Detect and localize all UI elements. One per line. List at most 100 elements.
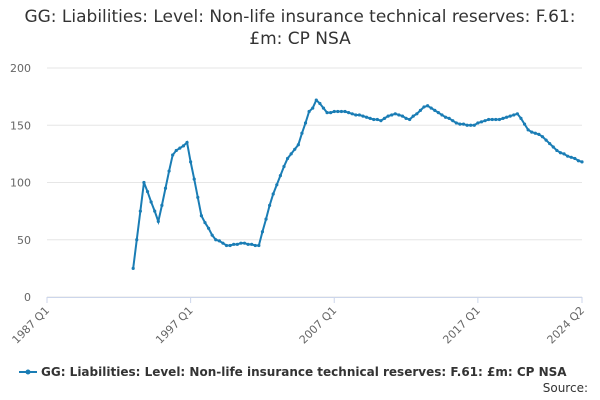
data-point — [476, 121, 480, 125]
y-tick-label: 0 — [24, 291, 31, 304]
data-point — [217, 239, 221, 243]
data-point — [576, 159, 581, 163]
data-point — [544, 138, 548, 142]
data-point — [537, 132, 541, 137]
data-point — [386, 114, 390, 118]
data-point — [278, 174, 282, 178]
data-point — [368, 116, 372, 120]
data-point — [361, 114, 365, 118]
data-point — [347, 111, 351, 115]
data-point — [257, 243, 261, 248]
data-point — [343, 109, 347, 114]
data-point — [203, 220, 207, 225]
data-point — [138, 209, 142, 213]
x-tick-label: 1997 Q1 — [153, 304, 196, 347]
data-point — [350, 112, 354, 116]
x-tick-label: 2007 Q1 — [297, 304, 340, 347]
data-point — [551, 145, 555, 149]
data-point — [400, 114, 405, 118]
data-point — [214, 238, 218, 242]
data-point — [260, 230, 265, 234]
data-point — [171, 153, 175, 157]
data-point — [228, 243, 232, 248]
data-point — [293, 147, 297, 151]
data-point — [192, 177, 196, 181]
data-point — [440, 113, 444, 117]
data-point — [504, 115, 509, 119]
data-point — [167, 169, 171, 173]
data-point — [433, 108, 437, 112]
data-point — [239, 241, 243, 245]
data-point — [307, 109, 311, 114]
data-point — [149, 200, 153, 204]
data-point — [408, 117, 412, 122]
data-point — [178, 146, 182, 150]
data-point — [329, 111, 333, 115]
chart-title: GG: Liabilities: Level: Non-life insuran… — [24, 7, 576, 49]
data-point — [458, 122, 462, 126]
data-point — [415, 112, 419, 116]
data-point — [224, 243, 229, 248]
data-point — [372, 117, 376, 122]
data-point — [515, 112, 519, 116]
data-point — [221, 241, 225, 245]
data-point — [189, 160, 193, 164]
data-point — [494, 117, 498, 122]
data-point — [461, 122, 466, 126]
data-point — [404, 116, 408, 120]
data-point — [318, 101, 322, 106]
data-point — [508, 114, 512, 118]
data-point — [375, 117, 379, 122]
data-point — [242, 241, 247, 245]
data-point — [364, 115, 369, 119]
data-point — [160, 203, 164, 207]
data-point — [300, 131, 304, 135]
data-point — [271, 192, 275, 196]
y-tick-label: 100 — [10, 177, 31, 190]
x-tick-label: 1987 Q1 — [10, 304, 53, 347]
data-point — [533, 131, 537, 135]
data-point — [282, 164, 286, 169]
data-point — [303, 121, 308, 125]
source-label: Source: — [543, 381, 588, 395]
data-point — [382, 116, 387, 120]
data-point — [411, 114, 415, 118]
data-point — [497, 117, 502, 122]
data-point — [562, 152, 566, 156]
data-point — [235, 242, 239, 246]
data-point — [163, 186, 168, 190]
data-point — [483, 119, 487, 123]
data-point — [354, 113, 358, 117]
data-point — [397, 113, 401, 117]
data-point — [393, 112, 397, 116]
data-point — [296, 143, 300, 147]
data-point — [135, 238, 139, 242]
data-point — [246, 242, 250, 246]
y-tick-label: 200 — [10, 62, 31, 75]
data-point — [469, 123, 473, 127]
data-point — [325, 111, 329, 115]
data-point — [490, 117, 494, 122]
data-point — [145, 190, 150, 194]
data-point — [548, 141, 552, 146]
data-point — [429, 106, 433, 110]
data-point — [153, 209, 157, 213]
data-point — [206, 226, 211, 230]
y-tick-label: 150 — [10, 119, 31, 132]
data-point — [275, 183, 279, 187]
data-point — [357, 113, 361, 117]
data-point — [390, 113, 394, 117]
data-point — [210, 233, 214, 237]
data-point — [465, 123, 469, 127]
y-tick-label: 50 — [17, 234, 31, 247]
data-point — [232, 242, 236, 246]
data-point — [142, 180, 146, 185]
data-point — [443, 115, 448, 119]
data-point — [472, 123, 476, 127]
data-point — [268, 203, 272, 207]
x-tick-label: 2024 Q2 — [545, 304, 588, 347]
data-point — [181, 144, 186, 148]
legend-marker — [25, 369, 31, 375]
